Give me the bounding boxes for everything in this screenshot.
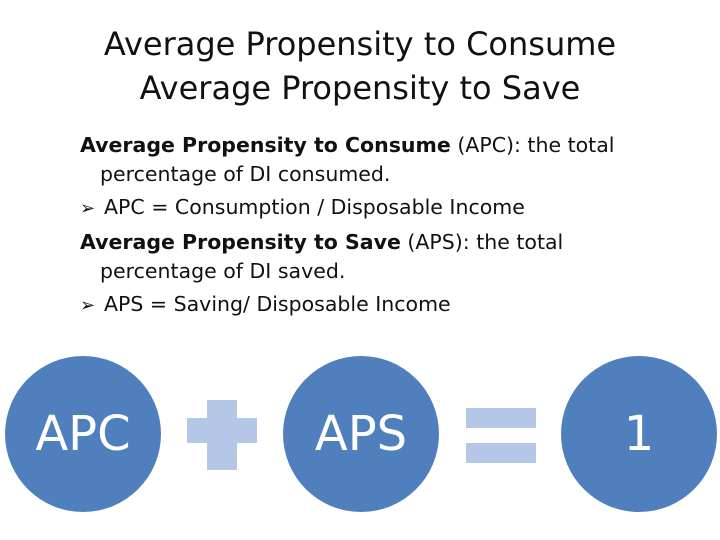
title-line-1: Average Propensity to Consume: [103, 25, 617, 63]
arrow-right-icon: ➢: [80, 295, 96, 316]
aps-circle: APS: [283, 356, 439, 512]
aps-circle-label: APS: [314, 406, 408, 462]
slide-body: Average Propensity to Consume (APC): the…: [80, 131, 680, 325]
arrow-right-icon: ➢: [80, 198, 96, 219]
apc-circle: APC: [5, 356, 161, 512]
slide-title: Average Propensity to Consume Average Pr…: [0, 22, 720, 110]
apc-definition-cont: percentage of DI consumed.: [100, 162, 391, 186]
apc-formula-bullet: ➢ APC = Consumption / Disposable Income: [80, 193, 680, 223]
aps-definition-cont: percentage of DI saved.: [100, 259, 346, 283]
aps-formula-bullet: ➢ APS = Saving/ Disposable Income: [80, 290, 680, 320]
aps-definition-start: (APS): the total: [400, 230, 564, 254]
plus-icon-vertical: [207, 400, 237, 470]
one-circle: 1: [561, 356, 717, 512]
apc-term: Average Propensity to Consume: [80, 133, 451, 157]
one-circle-label: 1: [623, 406, 655, 462]
apc-definition: Average Propensity to Consume (APC): the…: [80, 131, 680, 189]
apc-definition-start: (APC): the total: [450, 133, 615, 157]
equals-icon-top: [466, 408, 536, 428]
title-line-2: Average Propensity to Save: [139, 69, 581, 107]
aps-definition: Average Propensity to Save (APS): the to…: [80, 228, 680, 286]
aps-term: Average Propensity to Save: [80, 230, 401, 254]
aps-formula: APS = Saving/ Disposable Income: [104, 292, 451, 316]
apc-circle-label: APC: [35, 406, 131, 462]
apc-formula: APC = Consumption / Disposable Income: [104, 195, 525, 219]
equals-icon-bottom: [466, 443, 536, 463]
